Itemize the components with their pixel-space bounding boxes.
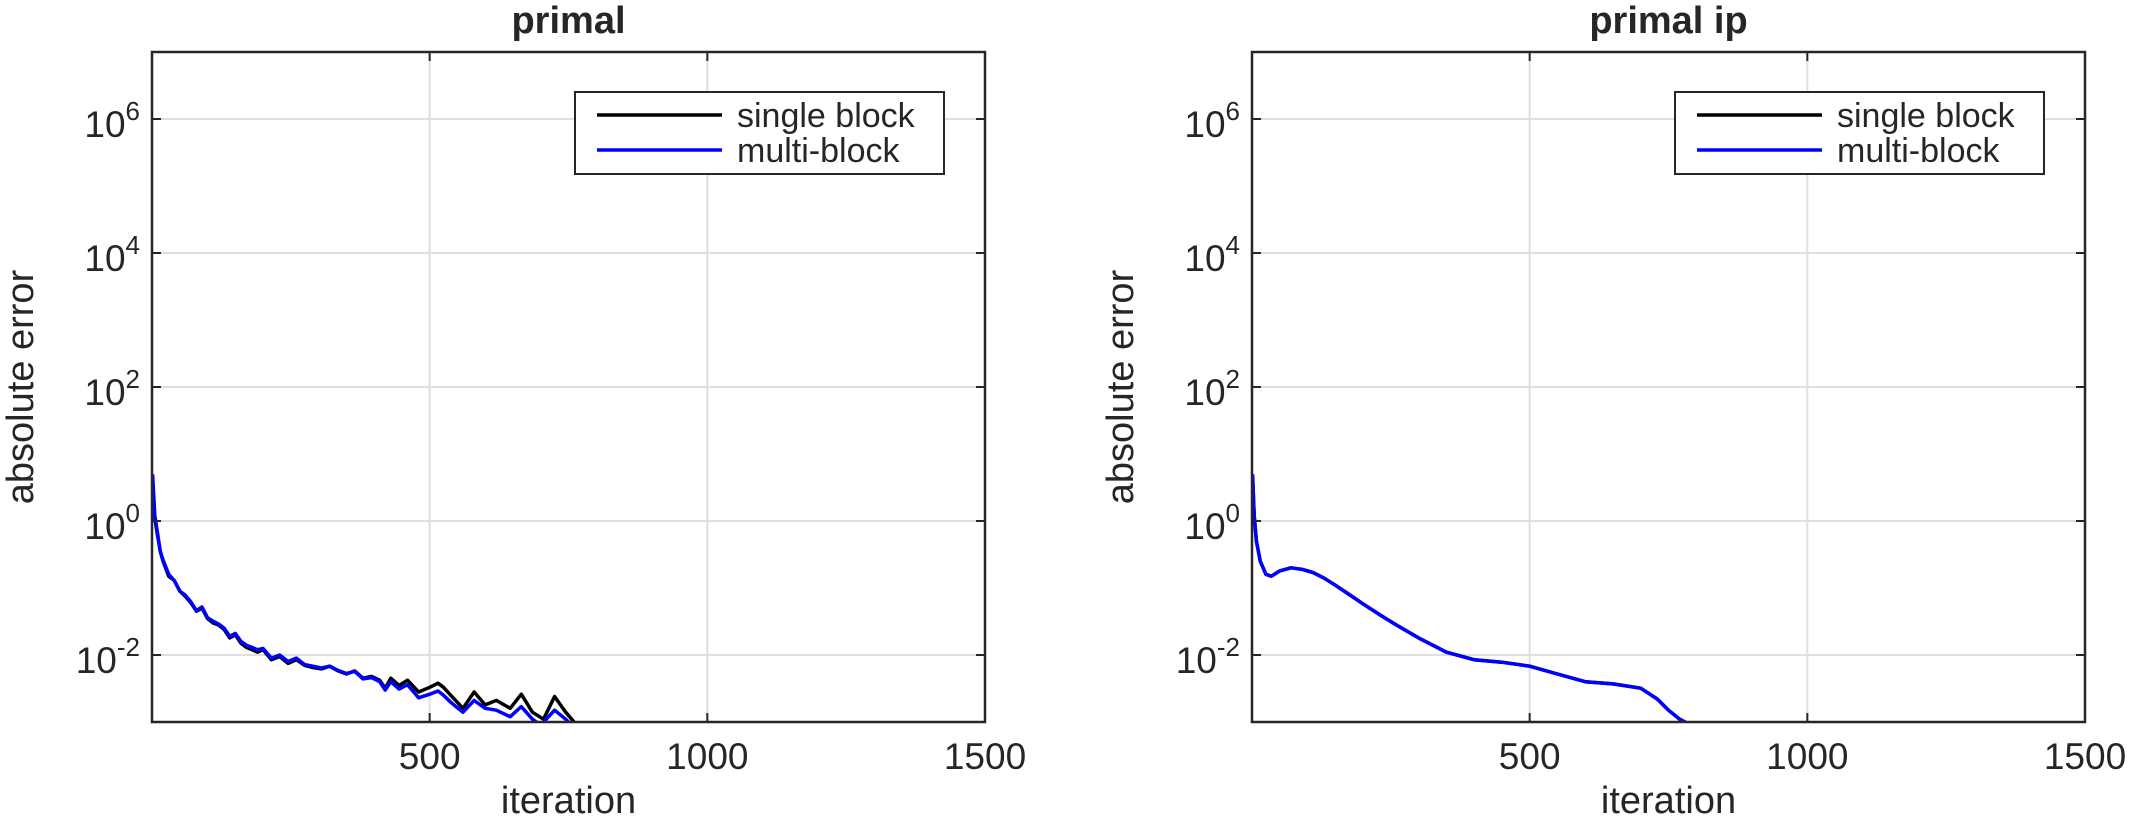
y-tick-labels: 10-2 100 102 104 106 [76, 96, 140, 681]
y-tick-label: 10-2 [76, 632, 140, 681]
y-tick-labels: 10-2 100 102 104 106 [1176, 96, 1240, 681]
x-tick-label: 1000 [666, 736, 748, 777]
grid [1252, 52, 2085, 722]
chart-title: primal ip [1589, 0, 1747, 42]
y-axis-label: absolute error [0, 269, 42, 504]
x-tick-labels: 500 1000 1500 [399, 736, 1026, 777]
y-tick-label: 102 [1184, 364, 1240, 413]
y-tick-label: 106 [1184, 96, 1240, 145]
legend-box [574, 91, 945, 175]
y-tick-label: 102 [84, 364, 140, 413]
plot-lines [152, 474, 576, 722]
y-tick-label: 104 [84, 230, 140, 279]
chart-panel-primal: 10-2 100 102 104 106 500 1000 1500 primal iter… [0, 0, 1026, 818]
x-axis-label: iteration [1601, 780, 1736, 818]
legend-label: multi-block [1837, 132, 2000, 170]
legend-label: single block [1837, 97, 2016, 135]
y-tick-label: 100 [1184, 498, 1240, 547]
y-tick-label: 104 [1184, 230, 1240, 279]
axis-ticks [1252, 52, 2086, 722]
series-line-multi-block [152, 474, 571, 722]
plot-lines [1252, 474, 1689, 722]
y-axis-label: absolute error [1100, 269, 1142, 504]
x-tick-label: 1000 [1766, 736, 1848, 777]
x-axis-label: iteration [501, 780, 636, 818]
axis-ticks [152, 52, 986, 722]
x-tick-label: 500 [399, 736, 461, 777]
legend-box [1674, 91, 2045, 175]
legend-label: multi-block [737, 132, 900, 170]
x-tick-label: 500 [1499, 736, 1561, 777]
x-tick-label: 1500 [944, 736, 1026, 777]
y-tick-label: 100 [84, 498, 140, 547]
y-tick-label: 10-2 [1176, 632, 1240, 681]
chart-title: primal [511, 0, 625, 42]
y-tick-label: 106 [84, 96, 140, 145]
series-line-multi-block [1252, 474, 1689, 722]
legend-label: single block [737, 97, 916, 135]
x-tick-label: 1500 [2044, 736, 2126, 777]
x-tick-labels: 500 1000 1500 [1499, 736, 2126, 777]
chart-panel-primal-ip: 10-2 100 102 104 106 500 1000 1500 primal ip i… [1100, 0, 2126, 818]
